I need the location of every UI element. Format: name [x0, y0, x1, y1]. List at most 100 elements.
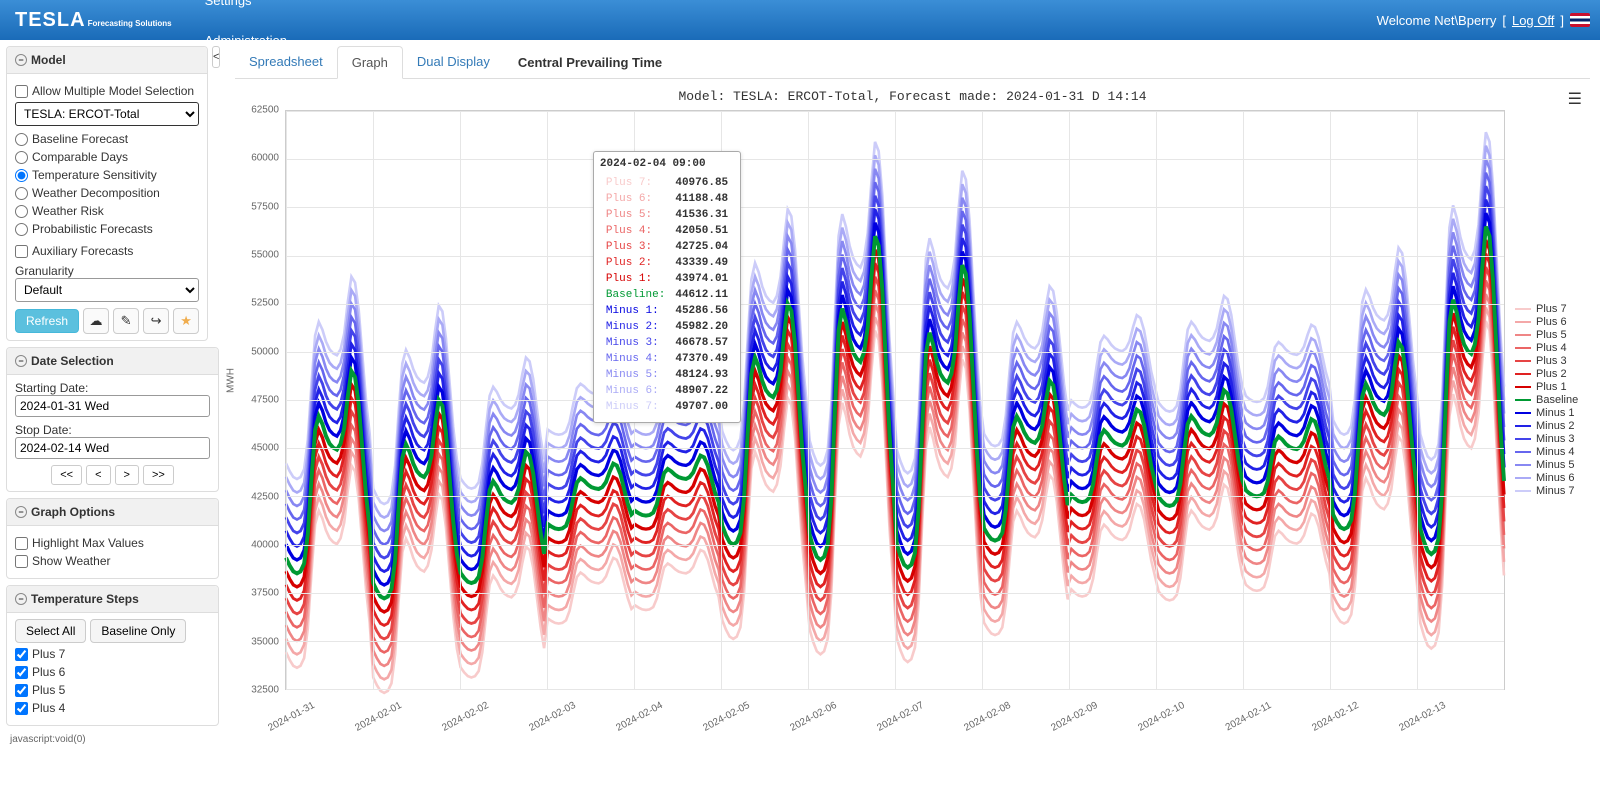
panel-title: Graph Options: [31, 505, 115, 519]
legend-label: Plus 1: [1536, 381, 1567, 393]
legend-label: Minus 7: [1536, 485, 1575, 497]
chart-plot[interactable]: 2024-01-312024-02-012024-02-022024-02-03…: [285, 110, 1505, 690]
tooltip-value: 43974.01: [671, 272, 732, 286]
tooltip-value: 47370.49: [671, 352, 732, 366]
x-tick: 2024-02-04: [614, 700, 664, 734]
x-tick: 2024-02-06: [788, 700, 838, 734]
legend-item[interactable]: Plus 1: [1515, 381, 1590, 393]
temp-step-label: Plus 5: [32, 683, 65, 697]
graph-opt-check[interactable]: [15, 537, 28, 550]
allow-multi-check[interactable]: [15, 85, 28, 98]
collapse-icon: −: [15, 506, 27, 518]
legend-item[interactable]: Minus 7: [1515, 485, 1590, 497]
legend-item[interactable]: Minus 1: [1515, 407, 1590, 419]
legend-item[interactable]: Plus 2: [1515, 368, 1590, 380]
graph-opt-check[interactable]: [15, 555, 28, 568]
legend-item[interactable]: Baseline: [1515, 394, 1590, 406]
model-panel: − Model Allow Multiple Model Selection T…: [6, 46, 208, 341]
tooltip-label: Minus 7:: [602, 400, 669, 414]
radio-weather-decomposition[interactable]: [15, 187, 28, 200]
refresh-button[interactable]: Refresh: [15, 309, 79, 333]
tooltip-label: Plus 1:: [602, 272, 669, 286]
stop-label: Stop Date:: [15, 423, 210, 437]
chart-menu-icon[interactable]: ☰: [1568, 89, 1582, 109]
legend-swatch: [1515, 386, 1531, 388]
legend-item[interactable]: Minus 2: [1515, 420, 1590, 432]
legend-item[interactable]: Minus 3: [1515, 433, 1590, 445]
radio-comparable-days[interactable]: [15, 151, 28, 164]
star-icon[interactable]: ★: [173, 308, 199, 334]
aux-check[interactable]: [15, 245, 28, 258]
gran-select[interactable]: Default: [15, 278, 199, 302]
temp-step-check[interactable]: [15, 648, 28, 661]
model-select[interactable]: TESLA: ERCOT-Total: [15, 102, 199, 126]
legend-label: Minus 5: [1536, 459, 1575, 471]
tooltip-label: Minus 4:: [602, 352, 669, 366]
legend-swatch: [1515, 490, 1531, 492]
tooltip-label: Plus 6:: [602, 192, 669, 206]
tab-graph[interactable]: Graph: [337, 46, 403, 79]
panel-head-model[interactable]: − Model: [7, 47, 207, 74]
date-nav-button[interactable]: <<: [51, 465, 82, 485]
radio-label: Comparable Days: [32, 150, 128, 164]
graph-opt-label: Show Weather: [32, 554, 111, 568]
legend-item[interactable]: Plus 4: [1515, 342, 1590, 354]
select-all-button[interactable]: Select All: [15, 619, 86, 643]
tooltip-value: 42050.51: [671, 224, 732, 238]
legend-item[interactable]: Plus 5: [1515, 329, 1590, 341]
radio-weather-risk[interactable]: [15, 205, 28, 218]
tooltip-value: 41188.48: [671, 192, 732, 206]
legend-item[interactable]: Plus 6: [1515, 316, 1590, 328]
legend-item[interactable]: Minus 5: [1515, 459, 1590, 471]
legend-label: Minus 4: [1536, 446, 1575, 458]
tooltip-value: 44612.11: [671, 288, 732, 302]
y-tick: 35000: [251, 636, 279, 647]
legend-item[interactable]: Minus 6: [1515, 472, 1590, 484]
panel-head-temp[interactable]: −Temperature Steps: [7, 586, 218, 613]
legend-item[interactable]: Plus 7: [1515, 303, 1590, 315]
panel-head-graph[interactable]: −Graph Options: [7, 499, 218, 526]
radio-baseline-forecast[interactable]: [15, 133, 28, 146]
date-nav-button[interactable]: <: [86, 465, 110, 485]
legend-swatch: [1515, 399, 1531, 401]
tooltip-value: 43339.49: [671, 256, 732, 270]
y-tick: 45000: [251, 443, 279, 454]
cloud-icon[interactable]: ☁: [83, 308, 109, 334]
tooltip-header: 2024-02-04 09:00: [600, 158, 734, 170]
legend-swatch: [1515, 334, 1531, 336]
tab-spreadsheet[interactable]: Spreadsheet: [235, 46, 337, 78]
start-date-input[interactable]: [15, 395, 210, 417]
date-nav-button[interactable]: >: [115, 465, 139, 485]
logoff-link[interactable]: Log Off: [1512, 13, 1554, 28]
pencil-icon[interactable]: ✎: [113, 308, 139, 334]
x-tick: 2024-02-05: [701, 700, 751, 734]
tooltip-label: Plus 3:: [602, 240, 669, 254]
legend-swatch: [1515, 360, 1531, 362]
temp-step-check[interactable]: [15, 702, 28, 715]
temp-step-check[interactable]: [15, 666, 28, 679]
nav-settings[interactable]: Settings: [187, 0, 305, 20]
x-tick: 2024-02-11: [1224, 700, 1274, 733]
temp-step-check[interactable]: [15, 684, 28, 697]
date-nav-button[interactable]: >>: [143, 465, 174, 485]
tab-dual-display[interactable]: Dual Display: [403, 46, 504, 78]
export-icon[interactable]: ↪: [143, 308, 169, 334]
allow-multi-label: Allow Multiple Model Selection: [32, 84, 194, 98]
sidebar-collapse-button[interactable]: <: [212, 46, 220, 68]
panel-head-date[interactable]: −Date Selection: [7, 348, 218, 375]
legend: Plus 7Plus 6Plus 5Plus 4Plus 3Plus 2Plus…: [1505, 110, 1590, 690]
y-axis-label: MWH: [226, 368, 237, 393]
y-tick: 32500: [251, 685, 279, 696]
top-nav: TESLA Forecasting Solutions Model Displa…: [0, 0, 1600, 40]
baseline-only-button[interactable]: Baseline Only: [90, 619, 186, 643]
tooltip-label: Baseline:: [602, 288, 669, 302]
temp-steps-panel: −Temperature Steps Select All Baseline O…: [6, 585, 219, 726]
nav-right: Welcome Net\Bperry [ Log Off ]: [1377, 13, 1600, 28]
stop-date-input[interactable]: [15, 437, 210, 459]
x-tick: 2024-02-09: [1049, 700, 1099, 734]
radio-temperature-sensitivity[interactable]: [15, 169, 28, 182]
legend-item[interactable]: Plus 3: [1515, 355, 1590, 367]
legend-item[interactable]: Minus 4: [1515, 446, 1590, 458]
radio-probabilistic-forecasts[interactable]: [15, 223, 28, 236]
flag-icon[interactable]: [1570, 13, 1590, 27]
